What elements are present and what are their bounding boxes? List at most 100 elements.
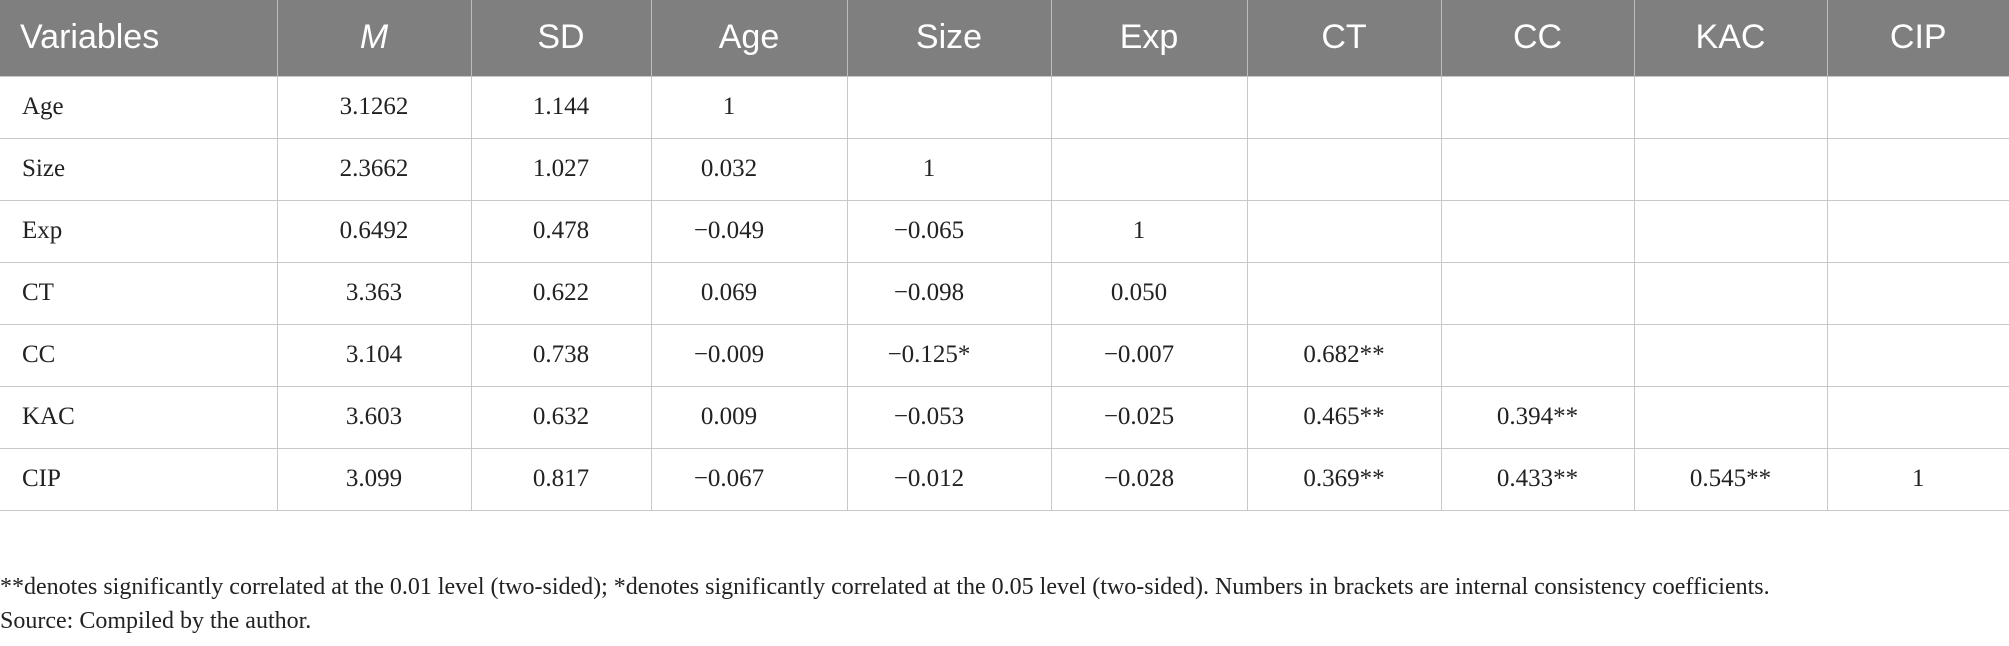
cell-value: −0.053 xyxy=(893,403,965,430)
table-cell xyxy=(1440,261,1635,325)
table-header-row: Variables M SD Age Size Exp CT CC KAC CI… xyxy=(0,0,2009,76)
table-cell: 0.817 xyxy=(470,447,652,511)
table-cell: −0.067 xyxy=(650,447,848,511)
cell-value: 0.6492 xyxy=(339,217,409,244)
table-cell: 0.6492 xyxy=(276,199,472,263)
cell-value: −0.049 xyxy=(693,217,765,244)
table-cell: 0.394** xyxy=(1440,385,1635,449)
cell-value: 0.433** xyxy=(1496,465,1579,492)
table-cell: −0.053 xyxy=(846,385,1052,449)
table-cell xyxy=(1633,75,1828,139)
table-cell: 1.027 xyxy=(470,137,652,201)
table-cell xyxy=(1246,261,1442,325)
table-cell xyxy=(1633,385,1828,449)
table-cell: 0.050 xyxy=(1050,261,1248,325)
cell-value: −0.098 xyxy=(893,279,965,306)
table-cell xyxy=(1826,137,2009,201)
table-cell xyxy=(1050,137,1248,201)
row-label: CIP xyxy=(0,447,278,511)
table-cell: 3.363 xyxy=(276,261,472,325)
header-variables: Variables xyxy=(0,0,277,76)
table-row: Age 3.1262 1.144 1 xyxy=(0,75,2009,139)
table-cell: −0.125* xyxy=(846,323,1052,387)
table-cell xyxy=(1633,137,1828,201)
table-cell xyxy=(1050,75,1248,139)
cell-value: 0.632 xyxy=(532,403,590,430)
cell-value: 0.009 xyxy=(700,403,758,430)
table-footnotes: **denotes significantly correlated at th… xyxy=(0,570,2000,638)
cell-value: 1.027 xyxy=(532,155,590,182)
table-cell: 0.622 xyxy=(470,261,652,325)
table-cell: −0.025 xyxy=(1050,385,1248,449)
table-body: Age 3.1262 1.144 1 Size 2.3662 1.027 0.032 1 Exp 0… xyxy=(0,75,2009,511)
table-cell xyxy=(846,75,1052,139)
table-cell xyxy=(1440,137,1635,201)
cell-value: 0.478 xyxy=(532,217,590,244)
cell-value: −0.028 xyxy=(1103,465,1175,492)
table-cell: 0.069 xyxy=(650,261,848,325)
table-cell: 0.009 xyxy=(650,385,848,449)
cell-value: 1 xyxy=(722,93,736,120)
table-row: CIP 3.099 0.817 −0.067 −0.012 −0.028 0.369** 0.… xyxy=(0,447,2009,511)
row-label: KAC xyxy=(0,385,278,449)
header-size: Size xyxy=(846,0,1051,76)
header-cc: CC xyxy=(1440,0,1634,76)
table-cell xyxy=(1440,323,1635,387)
table-cell: 2.3662 xyxy=(276,137,472,201)
table-row: Exp 0.6492 0.478 −0.049 −0.065 1 xyxy=(0,199,2009,263)
row-label: Size xyxy=(0,137,278,201)
table-cell: −0.065 xyxy=(846,199,1052,263)
table-row: KAC 3.603 0.632 0.009 −0.053 −0.025 0.465** 0.3… xyxy=(0,385,2009,449)
header-ct: CT xyxy=(1246,0,1441,76)
table-cell: 1 xyxy=(650,75,848,139)
table-cell xyxy=(1826,199,2009,263)
cell-value: 1.144 xyxy=(532,93,590,120)
table-cell xyxy=(1246,199,1442,263)
table-cell: 0.465** xyxy=(1246,385,1442,449)
header-sd: SD xyxy=(470,0,651,76)
cell-value: 3.363 xyxy=(345,279,403,306)
header-exp: Exp xyxy=(1050,0,1247,76)
table-cell: 1 xyxy=(1826,447,2009,511)
cell-value: 0.545** xyxy=(1689,465,1772,492)
table-cell: 1 xyxy=(1050,199,1248,263)
table-row: CT 3.363 0.622 0.069 −0.098 0.050 xyxy=(0,261,2009,325)
table-cell: 0.478 xyxy=(470,199,652,263)
cell-value: 0.465** xyxy=(1303,403,1385,430)
table-cell: 3.603 xyxy=(276,385,472,449)
cell-value: 1 xyxy=(1912,465,1925,492)
cell-value: 0.032 xyxy=(700,155,758,182)
cell-value: −0.007 xyxy=(1103,341,1175,368)
row-label: CC xyxy=(0,323,278,387)
table-cell xyxy=(1826,75,2009,139)
cell-value: −0.009 xyxy=(693,341,765,368)
cell-value: 3.1262 xyxy=(339,93,409,120)
table-cell: 0.369** xyxy=(1246,447,1442,511)
table-cell: 0.433** xyxy=(1440,447,1635,511)
table-cell: 0.032 xyxy=(650,137,848,201)
table-cell: 1 xyxy=(846,137,1052,201)
table-cell: 3.099 xyxy=(276,447,472,511)
cell-value: 0.817 xyxy=(532,465,590,492)
table-cell xyxy=(1633,261,1828,325)
cell-value: 0.394** xyxy=(1496,403,1579,430)
cell-value: 0.369** xyxy=(1303,465,1385,492)
table-cell xyxy=(1440,199,1635,263)
table-cell: 1.144 xyxy=(470,75,652,139)
table-cell: 0.632 xyxy=(470,385,652,449)
table-cell: 3.1262 xyxy=(276,75,472,139)
source-note: Source: Compiled by the author. xyxy=(0,608,312,634)
cell-value: 3.099 xyxy=(345,465,403,492)
cell-value: −0.012 xyxy=(893,465,965,492)
table-cell: −0.012 xyxy=(846,447,1052,511)
table-cell xyxy=(1826,261,2009,325)
cell-value: 3.104 xyxy=(345,341,403,368)
table-cell: 0.682** xyxy=(1246,323,1442,387)
cell-value: −0.065 xyxy=(893,217,965,244)
table-cell: −0.098 xyxy=(846,261,1052,325)
cell-value: 0.069 xyxy=(700,279,758,306)
correlation-table: Variables M SD Age Size Exp CT CC KAC CI… xyxy=(0,0,2009,511)
table-cell xyxy=(1633,199,1828,263)
cell-value: 0.622 xyxy=(532,279,590,306)
